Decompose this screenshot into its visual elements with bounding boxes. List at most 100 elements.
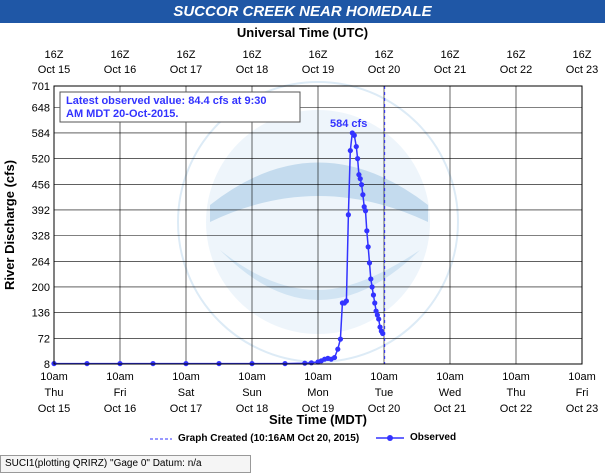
plot-frame [53, 85, 583, 365]
observed-point [335, 346, 341, 352]
x-tick-label: 10am [370, 371, 398, 383]
top-tick-label: 16Z [45, 49, 64, 61]
observed-point [343, 298, 349, 304]
top-tick-label: Oct 21 [434, 64, 466, 76]
x-tick-label: 10am [40, 371, 68, 383]
x-tick-label: 10am [502, 371, 530, 383]
observed-point [345, 212, 351, 218]
observed-point [302, 360, 308, 366]
dashed-line-icon [150, 438, 172, 439]
observed-point [374, 312, 380, 318]
top-tick-label: Oct 17 [170, 64, 202, 76]
x-tick-label: Oct 18 [236, 403, 268, 415]
utc-axis-title: Universal Time (UTC) [236, 25, 369, 40]
x-tick-label: Oct 20 [368, 403, 400, 415]
legend: Graph Created (10:16AM Oct 20, 2015) Obs… [150, 432, 470, 445]
legend-label-graph-created: Graph Created (10:16AM Oct 20, 2015) [178, 433, 360, 444]
latest-observed-line2: AM MDT 20-Oct-2015. [66, 108, 178, 120]
x-tick-label: Sun [242, 387, 262, 399]
observed-point [365, 244, 371, 250]
top-tick-label: Oct 16 [104, 64, 136, 76]
observed-point [357, 176, 363, 182]
x-tick-label: Fri [114, 387, 127, 399]
observed-point [372, 300, 378, 306]
x-tick-label: Oct 19 [302, 403, 334, 415]
x-tick-label: Oct 15 [38, 403, 70, 415]
observed-point [366, 260, 373, 266]
latest-observed-callout: Latest observed value: 84.4 cfs at 9:30 … [59, 91, 301, 123]
x-tick-label: 10am [568, 371, 596, 383]
observed-point [376, 316, 382, 322]
observed-point [373, 308, 379, 314]
observed-point [370, 292, 377, 298]
x-tick-label: 10am [304, 371, 332, 383]
y-tick-label: 136 [32, 308, 50, 320]
chart-title: SUCCOR CREEK NEAR HOMEDALE [0, 0, 605, 23]
observed-point [347, 147, 353, 154]
top-tick-label: Oct 18 [236, 64, 268, 76]
top-tick-label: 16Z [243, 49, 262, 61]
x-tick-label: Wed [439, 387, 461, 399]
x-tick-label: Mon [307, 387, 328, 399]
y-tick-label: 456 [32, 179, 50, 191]
y-tick-label: 200 [32, 282, 50, 294]
observed-point [356, 172, 362, 178]
observed-point [337, 336, 344, 342]
top-tick-label: 16Z [309, 49, 328, 61]
top-tick-label: Oct 15 [38, 64, 70, 76]
x-tick-label: 10am [238, 371, 266, 383]
top-tick-label: 16Z [111, 49, 130, 61]
observed-point [353, 143, 359, 150]
top-tick-label: Oct 22 [500, 64, 532, 76]
legend-item-graph-created: Graph Created (10:16AM Oct 20, 2015) [150, 433, 359, 444]
observed-point [364, 228, 370, 234]
observed-point [369, 284, 375, 290]
observed-point [377, 324, 383, 330]
y-tick-label: 72 [38, 333, 50, 345]
y-tick-label: 392 [32, 205, 50, 217]
top-tick-label: Oct 23 [566, 64, 598, 76]
top-tick-label: 16Z [441, 49, 460, 61]
y-tick-label: 584 [32, 128, 50, 140]
observed-point [308, 360, 314, 366]
y-tick-label: 701 [32, 81, 50, 93]
x-tick-label: 10am [436, 371, 464, 383]
top-tick-label: 16Z [177, 49, 196, 61]
observed-line-icon [375, 434, 404, 441]
x-tick-label: Thu [507, 387, 526, 399]
observed-point [358, 182, 365, 188]
observed-point [355, 156, 361, 162]
observed-point [380, 330, 386, 337]
y-tick-label: 648 [32, 102, 50, 114]
observed-point [361, 204, 367, 210]
latest-observed-line1: Latest observed value: 84.4 cfs at 9:30 [66, 95, 267, 107]
legend-label-observed: Observed [409, 432, 457, 443]
top-tick-label: Oct 20 [368, 64, 400, 76]
x-tick-label: Tue [375, 387, 394, 399]
x-tick-label: 10am [106, 371, 134, 383]
observed-point [351, 132, 357, 138]
x-tick-label: Oct 23 [566, 403, 598, 415]
x-axis-title: Site Time (MDT) [269, 412, 367, 427]
footer-datum: SUCI1(plotting QRIRZ) "Gage 0" Datum: n/… [0, 455, 251, 473]
observed-point [368, 276, 374, 282]
observed-point [362, 208, 369, 214]
peak-label: 584 cfs [330, 118, 367, 130]
observed-line [54, 131, 384, 365]
top-tick-label: 16Z [375, 49, 394, 61]
y-tick-label: 328 [32, 231, 50, 243]
top-tick-label: Oct 19 [302, 64, 334, 76]
y-tick-label: 8 [44, 359, 50, 371]
x-tick-label: Oct 21 [434, 403, 466, 415]
observed-point [360, 192, 366, 198]
x-tick-label: Thu [45, 387, 64, 399]
top-tick-label: 16Z [507, 49, 526, 61]
y-tick-label: 520 [32, 154, 50, 166]
x-tick-label: Oct 22 [500, 403, 532, 415]
x-tick-label: Sat [178, 387, 195, 399]
top-tick-label: 16Z [573, 49, 592, 61]
x-tick-label: 10am [172, 371, 200, 383]
x-tick-label: Fri [576, 387, 589, 399]
y-axis-title: River Discharge (cfs) [2, 160, 17, 290]
